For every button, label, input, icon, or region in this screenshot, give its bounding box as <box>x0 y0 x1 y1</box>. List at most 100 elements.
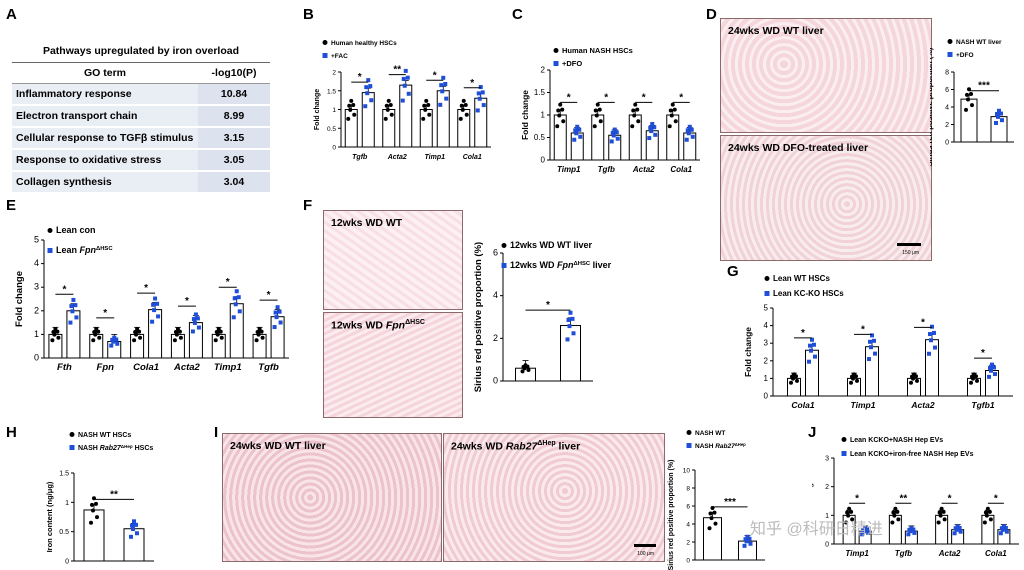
data-point <box>444 96 449 101</box>
data-point <box>560 107 565 112</box>
legend-marker <box>501 263 507 268</box>
data-point <box>689 127 694 132</box>
legend-marker <box>686 443 692 448</box>
y-tick-label: 4 <box>686 522 690 529</box>
data-point <box>152 308 157 313</box>
significance-marker: * <box>861 324 865 335</box>
table-cell-value: 3.05 <box>198 149 270 172</box>
x-tick-label: Acta2 <box>387 154 407 161</box>
y-tick-label: 0 <box>65 559 69 566</box>
significance-marker: * <box>433 70 437 81</box>
data-point <box>74 315 79 320</box>
data-point <box>1000 118 1004 123</box>
y-axis-label: Sirius red positive proportion (%) <box>473 242 484 392</box>
data-point <box>461 98 466 103</box>
significance-marker: * <box>801 328 805 339</box>
data-point <box>255 330 260 335</box>
data-point <box>110 337 115 342</box>
data-point <box>190 329 195 334</box>
data-point <box>612 127 617 132</box>
y-tick-label: 1 <box>332 107 336 114</box>
data-point <box>933 345 937 350</box>
data-point <box>480 90 485 95</box>
data-point <box>90 502 94 507</box>
data-point <box>274 315 279 320</box>
legend-label: Lean KC-KO HSCs <box>773 289 844 298</box>
data-point <box>475 108 480 113</box>
data-point <box>984 513 989 518</box>
x-tick-label: Cola1 <box>985 549 1007 558</box>
data-point <box>873 351 877 356</box>
data-point <box>477 96 482 101</box>
data-point <box>807 359 811 364</box>
data-point <box>364 85 369 90</box>
y-tick-label: 0.5 <box>59 529 69 536</box>
data-point <box>577 127 582 132</box>
data-point <box>847 506 852 511</box>
panel-letter-a: A <box>6 6 17 23</box>
data-point <box>368 84 373 89</box>
chart-g: 0 1 2 3 4 5 Fold change * Cola1 * Timp1 * Acta2 * Tgfb… <box>743 274 1013 410</box>
significance-marker: * <box>470 78 474 89</box>
data-point <box>998 531 1003 536</box>
panel-letter-d: D <box>706 6 717 23</box>
data-point <box>928 332 932 337</box>
data-point <box>132 519 136 524</box>
x-tick-label: Cola1 <box>133 362 159 373</box>
micrograph-i-wt: 24wks WD WT liver <box>222 433 442 562</box>
data-point <box>684 137 689 142</box>
data-point <box>929 338 933 343</box>
x-tick-label: Timp1 <box>845 549 869 558</box>
legend-marker <box>553 61 559 66</box>
data-point <box>574 131 579 136</box>
legend-label: Human healthy HSCs <box>331 40 397 47</box>
bar <box>515 367 536 382</box>
x-tick-label: Acta2 <box>910 400 934 410</box>
legend-label: Lean FpnΔHSC <box>56 245 113 255</box>
legend-label: Lean KCKO+iron-free NASH Hep EVs <box>850 451 974 458</box>
data-point <box>952 531 957 536</box>
y-tick-label: 2 <box>945 122 949 129</box>
data-point <box>789 380 793 385</box>
data-point <box>402 83 407 88</box>
data-point <box>277 309 282 314</box>
data-point <box>427 112 432 117</box>
data-point <box>175 326 180 331</box>
legend-marker <box>947 39 953 44</box>
y-tick-label: 0 <box>764 392 769 401</box>
data-point <box>647 136 652 141</box>
y-tick-label: 0.5 <box>327 126 336 133</box>
micrograph-f-wt: 12wks WD WT <box>323 210 463 310</box>
data-point <box>812 342 816 347</box>
data-point <box>458 116 463 121</box>
data-point <box>708 511 713 516</box>
data-point <box>73 303 78 308</box>
data-point <box>275 305 280 310</box>
micrograph-i-ko-sup: ΔHep <box>537 440 556 447</box>
table-header-term: GO term <box>12 62 198 84</box>
data-point <box>849 380 853 385</box>
x-tick-label: Cola1 <box>670 165 692 174</box>
micrograph-d-dfo: 24wks WD DFO-treated liver 150 μm <box>720 135 932 261</box>
y-tick-label: 0 <box>686 558 690 565</box>
data-point <box>572 137 577 142</box>
legend-label: Lean KCKO+NASH Hep EVs <box>850 437 943 444</box>
data-point <box>906 532 911 537</box>
data-point <box>369 98 374 103</box>
data-point <box>348 107 353 112</box>
y-tick-label: 6 <box>493 248 498 258</box>
x-tick-label: Tgfb <box>352 154 368 161</box>
x-tick-label: Acta2 <box>173 362 201 373</box>
table-cell-term: Cellular response to TGFβ stimulus <box>12 127 198 150</box>
data-point <box>219 335 224 340</box>
data-point <box>808 343 812 348</box>
legend-marker <box>553 48 559 53</box>
micrograph-f-ko-label: 12wks WD FpnΔHSC <box>331 319 425 332</box>
data-point <box>565 337 570 342</box>
data-point <box>891 510 896 515</box>
table-cell-term: Electron transport chain <box>12 105 198 128</box>
data-point <box>915 378 919 383</box>
y-axis-label: Sirius red positive proportion (%) <box>668 460 675 570</box>
data-point <box>975 378 979 383</box>
significance-marker: * <box>267 290 271 301</box>
